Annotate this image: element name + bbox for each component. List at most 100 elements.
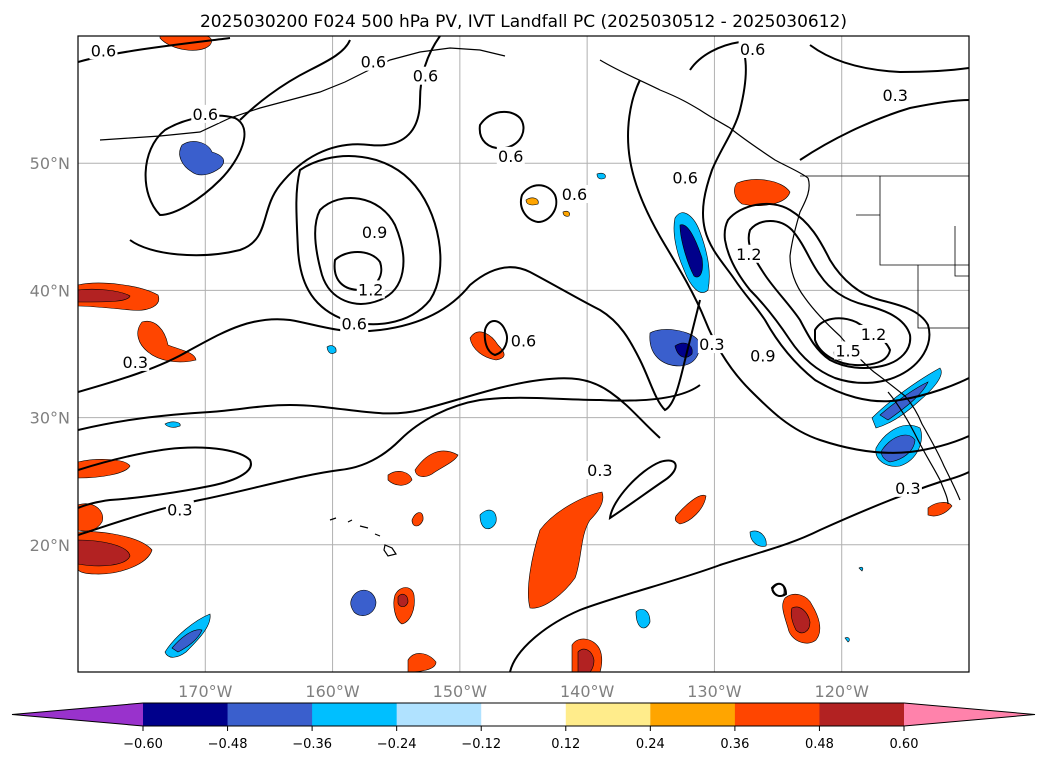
ivt-negative-region xyxy=(479,509,497,529)
contour-label: 0.3 xyxy=(882,86,907,105)
longitude-tick-label: 130°W xyxy=(687,682,742,701)
ivt-shading xyxy=(78,36,953,672)
contour-label-bg xyxy=(360,223,389,242)
colorbar-tick-label: 0.48 xyxy=(805,737,834,752)
colorbar-extend-high xyxy=(904,703,1035,726)
colorbar-segment xyxy=(650,703,736,726)
ivt-negative-region xyxy=(879,381,929,421)
contour-label: 0.6 xyxy=(361,53,386,72)
latitude-tick-label: 20°N xyxy=(30,536,70,555)
ivt-negative-region xyxy=(350,589,377,616)
contour-label-bg xyxy=(748,346,777,365)
latitude-tick-label: 40°N xyxy=(30,281,70,300)
alaska-coast xyxy=(99,47,506,141)
pv-contour-0.6 xyxy=(144,114,246,217)
colorbar-tick-label: 0.12 xyxy=(551,737,580,752)
contour-label: 0.6 xyxy=(341,315,366,334)
ivt-negative-region xyxy=(326,345,337,354)
colorbar-segment xyxy=(819,703,905,726)
pv-contour-0.3 xyxy=(78,384,701,536)
map-frame xyxy=(77,35,970,673)
pv-contour-1.2 xyxy=(747,220,912,369)
longitude-labels: 170°W 160°W 150°W 140°W 130°W 120°W xyxy=(178,682,869,701)
ivt-negative-region xyxy=(596,172,606,180)
colorbar-tick-label: 0.36 xyxy=(720,737,749,752)
colorbar-segment xyxy=(143,703,229,726)
baja-coast xyxy=(887,391,949,505)
pv-contour-0.3 xyxy=(78,446,252,509)
colorbar-extend-low xyxy=(12,703,143,726)
contour-label-bg xyxy=(165,500,194,519)
contour-label: 0.9 xyxy=(362,223,387,242)
colorbar: −0.60 −0.48 −0.36 −0.24 −0.12 0.12 0.24 0.36 0.4… xyxy=(11,702,1036,752)
longitude-tick-label: 140°W xyxy=(560,682,615,701)
pv-contour-0.3 xyxy=(608,459,677,520)
pv-contour-0.9 xyxy=(723,202,931,384)
contour-label: 1.2 xyxy=(358,280,383,299)
ivt-positive-region xyxy=(790,606,811,634)
colorbar-tick-label: 0.24 xyxy=(636,737,665,752)
colorbar-tick-label: 0.60 xyxy=(890,737,919,752)
colorbar-segment xyxy=(227,703,313,726)
ivt-negative-region xyxy=(844,637,850,643)
ivt-negative-region xyxy=(179,141,224,176)
contour-label: 0.6 xyxy=(511,331,536,350)
ivt-positive-region xyxy=(927,502,953,517)
contour-label: 0.9 xyxy=(750,347,775,366)
contour-label: 0.6 xyxy=(91,41,116,60)
contour-label-bg xyxy=(834,341,863,360)
pv-contour-0.6 xyxy=(689,40,969,403)
pv-contour-0.3 xyxy=(799,99,969,161)
colorbar-segment xyxy=(481,703,567,726)
colorbar-segment xyxy=(396,703,482,726)
ivt-negative-region xyxy=(164,421,181,428)
pv-contour-1.5 xyxy=(814,317,892,367)
contour-label: 0.6 xyxy=(498,147,523,166)
colorbar-tick-label: −0.60 xyxy=(123,737,163,752)
hawaii-islands xyxy=(329,517,397,557)
pv-contour-0.6 xyxy=(520,184,558,224)
contour-label: 0.3 xyxy=(895,479,920,498)
ivt-positive-region xyxy=(528,491,604,609)
contour-label: 0.6 xyxy=(193,105,218,124)
longitude-tick-label: 150°W xyxy=(433,682,488,701)
contour-label-bg xyxy=(89,41,118,60)
contour-label: 0.6 xyxy=(740,40,765,59)
ivt-positive-region xyxy=(525,197,539,206)
ivt-positive-region xyxy=(137,320,197,363)
ivt-negative-region xyxy=(679,224,703,278)
pv-contour-0.6 xyxy=(239,39,351,121)
pv-contour-0.6 xyxy=(78,266,701,412)
contour-label: 0.6 xyxy=(672,168,697,187)
contour-label-bg xyxy=(121,352,150,371)
ivt-positive-region xyxy=(674,494,707,525)
contour-label-bg xyxy=(859,324,888,343)
ivt-negative-region xyxy=(749,530,767,547)
ivt-negative-region xyxy=(635,609,651,629)
plot-title: 2025030200 F024 500 hPa PV, IVT Landfall… xyxy=(200,12,847,32)
pv-contour-0.6 xyxy=(129,36,441,257)
ivt-positive-region xyxy=(411,512,424,527)
latitude-tick-label: 50°N xyxy=(30,154,70,173)
latitude-labels: 20°N 30°N 40°N 50°N xyxy=(30,154,70,555)
contour-label: 0.6 xyxy=(562,185,587,204)
contour-label-bg xyxy=(671,168,700,187)
colorbar-tick-label: −0.36 xyxy=(292,737,332,752)
contour-label: 0.3 xyxy=(587,461,612,480)
contour-label-bg xyxy=(697,335,726,354)
ivt-positive-region xyxy=(397,593,409,607)
pv-contour-0.9 xyxy=(295,155,442,326)
contour-label: 0.3 xyxy=(167,500,192,519)
contour-label: 1.5 xyxy=(835,341,860,360)
alaska-coast xyxy=(599,59,809,179)
contour-label-bg xyxy=(496,146,525,165)
pv-contour-0.6 xyxy=(478,110,525,150)
longitude-tick-label: 120°W xyxy=(815,682,870,701)
contour-label: 0.3 xyxy=(699,335,724,354)
colorbar-tick-label: −0.48 xyxy=(208,737,248,752)
longitude-tick-label: 170°W xyxy=(178,682,233,701)
contour-label-bg xyxy=(340,314,369,333)
ivt-positive-region xyxy=(78,459,131,479)
contour-label: 0.6 xyxy=(413,67,438,86)
